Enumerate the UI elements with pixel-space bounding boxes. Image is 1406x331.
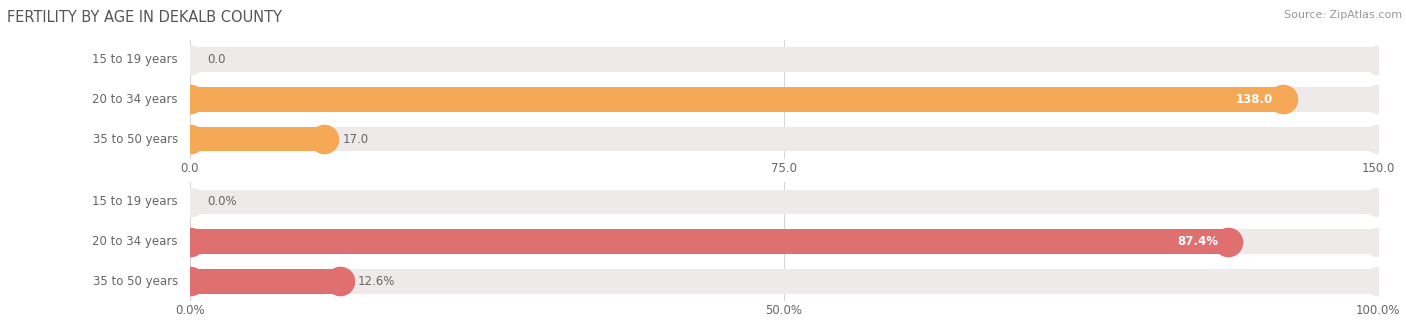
Point: [1367, 97, 1389, 102]
Point: [1218, 239, 1240, 244]
Point: [328, 279, 350, 284]
Point: [179, 279, 201, 284]
Text: 15 to 19 years: 15 to 19 years: [93, 195, 179, 209]
Point: [179, 239, 201, 244]
Bar: [190, 87, 1378, 112]
Text: 20 to 34 years: 20 to 34 years: [93, 235, 179, 248]
Bar: [190, 87, 1282, 112]
Text: 87.4%: 87.4%: [1178, 235, 1219, 248]
Point: [1271, 97, 1294, 102]
Bar: [190, 47, 1378, 72]
Bar: [190, 229, 1378, 254]
Text: 35 to 50 years: 35 to 50 years: [93, 275, 179, 288]
Point: [179, 136, 201, 142]
Bar: [190, 127, 325, 151]
Point: [179, 57, 201, 62]
Text: 35 to 50 years: 35 to 50 years: [93, 132, 179, 146]
Point: [1367, 136, 1389, 142]
Bar: [190, 269, 1378, 294]
Bar: [190, 190, 1378, 214]
Point: [179, 199, 201, 205]
Point: [179, 199, 201, 205]
Point: [1367, 199, 1389, 205]
Point: [179, 97, 201, 102]
Bar: [190, 229, 1229, 254]
Point: [1367, 279, 1389, 284]
Point: [179, 57, 201, 62]
Text: 138.0: 138.0: [1236, 93, 1274, 106]
Point: [179, 97, 201, 102]
Point: [179, 239, 201, 244]
Point: [179, 136, 201, 142]
Text: 0.0%: 0.0%: [208, 195, 238, 209]
Point: [179, 279, 201, 284]
Text: Source: ZipAtlas.com: Source: ZipAtlas.com: [1284, 10, 1402, 20]
Bar: [190, 269, 339, 294]
Text: 0.0: 0.0: [208, 53, 226, 66]
Point: [1367, 239, 1389, 244]
Text: 15 to 19 years: 15 to 19 years: [93, 53, 179, 66]
Text: FERTILITY BY AGE IN DEKALB COUNTY: FERTILITY BY AGE IN DEKALB COUNTY: [7, 10, 283, 25]
Bar: [190, 127, 1378, 151]
Text: 20 to 34 years: 20 to 34 years: [93, 93, 179, 106]
Text: 12.6%: 12.6%: [357, 275, 395, 288]
Text: 17.0: 17.0: [342, 132, 368, 146]
Point: [314, 136, 336, 142]
Point: [1367, 57, 1389, 62]
